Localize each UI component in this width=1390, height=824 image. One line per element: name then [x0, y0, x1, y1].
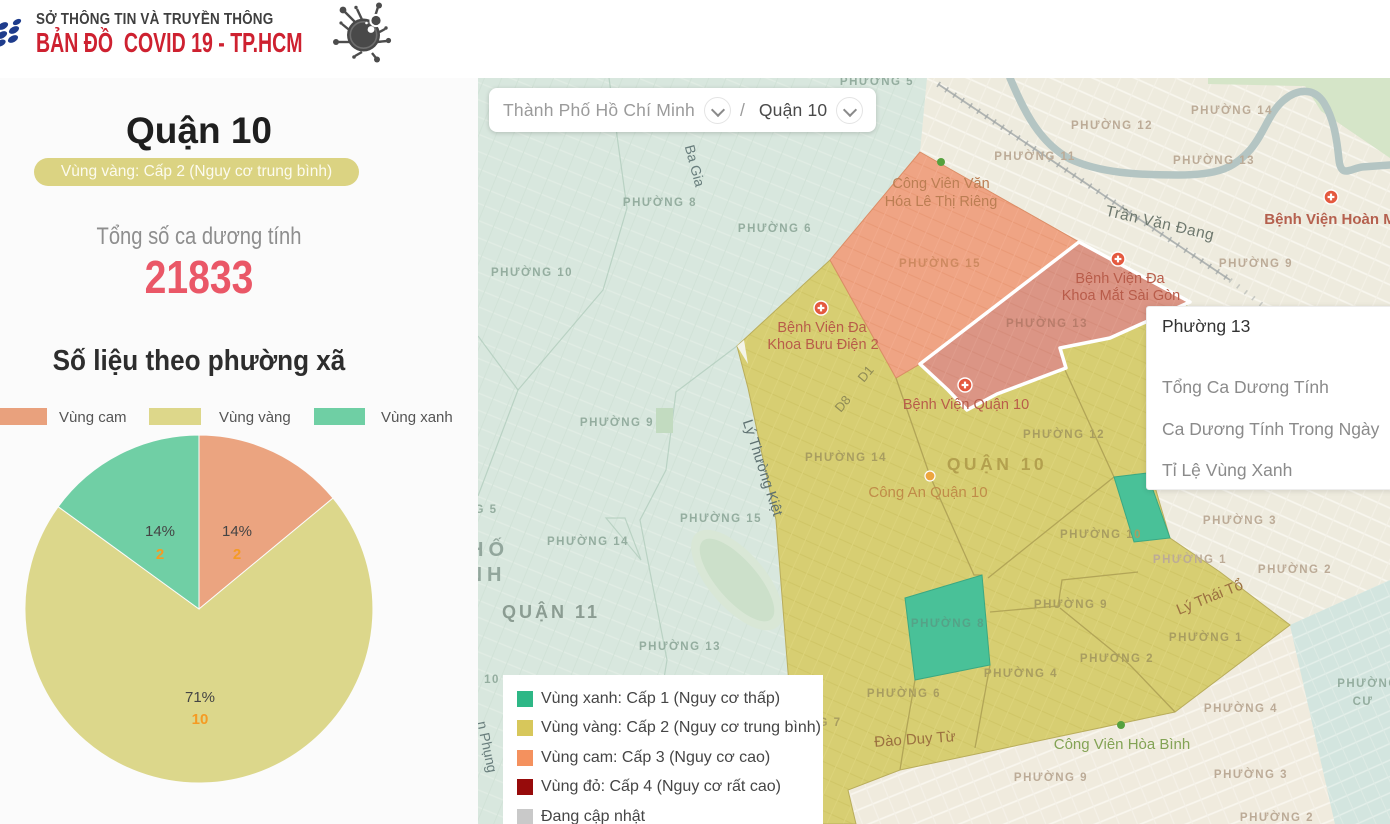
svg-text:2: 2	[233, 546, 241, 563]
svg-text:14%: 14%	[222, 523, 252, 540]
svg-text:71%: 71%	[185, 689, 215, 706]
svg-text:Vùng vàng: Vùng vàng	[219, 409, 291, 426]
svg-text:Bệnh Viện Hoàn M: Bệnh Viện Hoàn M	[1264, 211, 1390, 228]
svg-text:NH: NH	[478, 564, 506, 586]
svg-text:PHƯỜNG 3: PHƯỜNG 3	[1214, 768, 1288, 781]
svg-text:Công An Quận 10: Công An Quận 10	[868, 484, 987, 501]
svg-text:PHƯỜNG 11: PHƯỜNG 11	[994, 150, 1075, 163]
svg-text:14%: 14%	[145, 523, 175, 540]
svg-text:PHƯỜNG 10: PHƯỜNG 10	[491, 266, 573, 279]
svg-text:10: 10	[192, 711, 209, 728]
svg-text:PHƯỜNG 9: PHƯỜNG 9	[1014, 771, 1088, 784]
svg-text:PHƯỜNG 8: PHƯỜNG 8	[623, 196, 697, 209]
svg-text:PHƯỜNG 6: PHƯỜNG 6	[867, 687, 941, 700]
svg-text:PHƯỜNG 10: PHƯỜNG 10	[1060, 528, 1142, 541]
svg-text:CƯ: CƯ	[1353, 696, 1374, 708]
svg-text:PHƯỜNG: PHƯỜNG	[1337, 677, 1390, 690]
svg-text:PHƯỜNG 5: PHƯỜNG 5	[840, 78, 914, 88]
svg-text:PHƯỜNG 2: PHƯỜNG 2	[1258, 563, 1332, 576]
svg-text:Bệnh Viện Đa: Bệnh Viện Đa	[777, 320, 867, 336]
svg-text:PHƯỜNG 2: PHƯỜNG 2	[1080, 652, 1154, 665]
svg-text:PHƯỜNG 13: PHƯỜNG 13	[1006, 317, 1088, 330]
svg-text:PHƯỜNG 15: PHƯỜNG 15	[899, 257, 981, 270]
svg-text:Vùng xanh: Vùng xanh	[381, 409, 453, 426]
svg-text:G 7: G 7	[818, 717, 841, 729]
svg-text:Khoa Mắt Sài Gòn: Khoa Mắt Sài Gòn	[1062, 287, 1181, 304]
svg-text:10: 10	[484, 674, 500, 686]
svg-text:PHƯỜNG 9: PHƯỜNG 9	[1219, 257, 1293, 270]
svg-text:PHƯỜNG 3: PHƯỜNG 3	[1203, 514, 1277, 527]
svg-text:QUẬN 11: QUẬN 11	[502, 601, 600, 622]
svg-text:Đào Duy Từ: Đào Duy Từ	[874, 728, 956, 751]
svg-text:2: 2	[156, 546, 164, 563]
svg-text:Công Viên Hòa Bình: Công Viên Hòa Bình	[1054, 736, 1191, 753]
svg-text:HỐ: HỐ	[478, 537, 509, 561]
svg-text:PHƯỜNG 13: PHƯỜNG 13	[639, 640, 721, 653]
svg-text:PHƯỜNG 1: PHƯỜNG 1	[1169, 631, 1243, 644]
svg-text:PHƯỜNG 12: PHƯỜNG 12	[1023, 428, 1105, 441]
svg-text:PHƯỜNG 12: PHƯỜNG 12	[1071, 119, 1153, 132]
svg-text:PHƯỜNG 14: PHƯỜNG 14	[805, 451, 887, 464]
svg-text:PHƯỜNG 9: PHƯỜNG 9	[1034, 598, 1108, 611]
svg-text:Khoa Bưu Điện 2: Khoa Bưu Điện 2	[767, 337, 878, 353]
svg-text:QUẬN 10: QUẬN 10	[947, 453, 1047, 474]
svg-text:Bệnh Viện Đa: Bệnh Viện Đa	[1075, 271, 1165, 287]
svg-text:PHƯỜNG 15: PHƯỜNG 15	[680, 512, 762, 525]
svg-text:PHƯỜNG 2: PHƯỜNG 2	[1240, 811, 1314, 824]
svg-text:PHƯỜNG 14: PHƯỜNG 14	[1191, 104, 1273, 117]
svg-text:Công Viên Văn: Công Viên Văn	[892, 176, 989, 192]
svg-text:PHƯỜNG 14: PHƯỜNG 14	[547, 535, 629, 548]
svg-text:G 5: G 5	[478, 504, 498, 516]
svg-text:PHƯỜNG 1: PHƯỜNG 1	[1153, 553, 1227, 566]
svg-text:PHƯỜNG 4: PHƯỜNG 4	[1204, 702, 1278, 715]
svg-text:PHƯỜNG 6: PHƯỜNG 6	[738, 222, 812, 235]
svg-text:PHƯỜNG 13: PHƯỜNG 13	[1173, 154, 1255, 167]
svg-text:PHƯỜNG 4: PHƯỜNG 4	[984, 667, 1058, 680]
svg-text:PHƯỜNG 8: PHƯỜNG 8	[911, 617, 985, 630]
svg-text:Hóa Lê Thị Riêng: Hóa Lê Thị Riêng	[885, 194, 998, 210]
svg-text:PHƯỜNG 9: PHƯỜNG 9	[580, 416, 654, 429]
svg-text:Vùng cam: Vùng cam	[59, 409, 127, 426]
svg-text:Bệnh Viện Quận 10: Bệnh Viện Quận 10	[903, 397, 1029, 413]
